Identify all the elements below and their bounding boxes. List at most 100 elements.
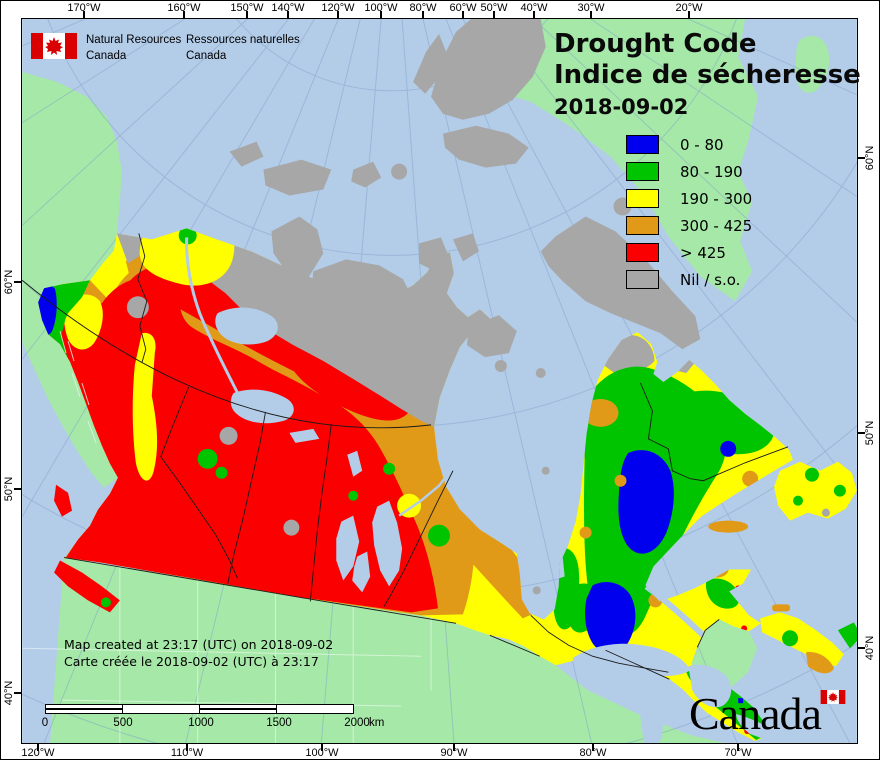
- frame-tick-top: [688, 11, 690, 18]
- lon-label-bottom: 100°W: [305, 747, 339, 759]
- frame-tick-left: [14, 692, 21, 694]
- scale-tick-label: 500: [113, 717, 133, 729]
- title-english: Drought Code: [554, 29, 757, 59]
- frame-tick-bottom: [737, 744, 739, 751]
- lat-label-left: 60°N: [3, 269, 15, 295]
- frame-tick-top: [462, 11, 464, 18]
- lon-label-top: 150°W: [230, 2, 264, 14]
- frame-tick-right: [858, 157, 865, 159]
- frame-tick-bottom: [453, 744, 455, 751]
- legend-label: 0 - 80: [680, 135, 724, 154]
- legend-swatch: [626, 162, 659, 181]
- lon-label-bottom: 90°W: [440, 747, 468, 759]
- logo-fr-line2: Canada: [186, 50, 227, 62]
- lon-label-bottom: 110°W: [170, 747, 204, 759]
- frame-tick-bottom: [592, 744, 594, 751]
- map-frame: [21, 18, 858, 744]
- frame-tick-top: [590, 11, 592, 18]
- legend-row: 80 - 190: [626, 162, 752, 181]
- greenland: [468, 19, 759, 302]
- credits-french: Carte créée le 2018-09-02 (UTC) à 23:17: [64, 654, 319, 669]
- great-lakes: [572, 643, 808, 743]
- scale-segment: [122, 704, 200, 714]
- legend-row: 190 - 300: [626, 189, 752, 208]
- legend-swatch: [626, 243, 659, 262]
- logo-text-english: Natural Resources Canada: [86, 32, 181, 64]
- glacier-texture: [59, 331, 97, 443]
- lat-label-right: 60°N: [864, 145, 876, 171]
- lon-label-bottom: 70°W: [724, 747, 752, 759]
- logo-text-french: Ressources naturelles Canada: [186, 32, 300, 64]
- frame-tick-top: [533, 11, 535, 18]
- canada-wordmark: Canada: [689, 688, 822, 739]
- lon-label-top: 30°W: [577, 2, 605, 14]
- lat-label-right: 50°N: [864, 420, 876, 446]
- map-credits: Map created at 23:17 (UTC) on 2018-09-02…: [64, 636, 333, 670]
- legend-label: 300 - 425: [680, 216, 753, 235]
- legend-swatch: [626, 189, 659, 208]
- scale-bar: [45, 704, 354, 714]
- lon-label-top: 80°W: [409, 2, 437, 14]
- nova-scotia: [760, 612, 844, 667]
- frame-tick-bottom: [37, 744, 39, 751]
- legend-row: > 425: [626, 243, 752, 262]
- iceland: [795, 35, 830, 93]
- lon-label-top: 160°W: [167, 2, 201, 14]
- frame-tick-right: [858, 432, 865, 434]
- province-borders: [22, 233, 789, 680]
- title-date: 2018-09-02: [554, 95, 689, 119]
- frame-tick-left: [14, 281, 21, 283]
- legend-label: Nil / s.o.: [680, 270, 741, 289]
- newfoundland: [774, 461, 857, 521]
- frame-tick-bottom: [186, 744, 188, 751]
- canada-drought-raster: [38, 228, 794, 742]
- logo-en-line2: Canada: [86, 50, 127, 62]
- lon-label-bottom: 80°W: [579, 747, 607, 759]
- scale-segment: [276, 704, 354, 714]
- scale-segment: [45, 704, 123, 714]
- frame-tick-right: [858, 647, 865, 649]
- legend-label: > 425: [680, 243, 726, 262]
- cape-breton: [837, 622, 857, 649]
- legend-label: 80 - 190: [680, 162, 743, 181]
- lat-label-left: 50°N: [3, 476, 15, 502]
- us-state-borders: [22, 566, 432, 743]
- frame-tick-top: [422, 11, 424, 18]
- lat-label-right: 40°N: [864, 635, 876, 661]
- pei: [772, 604, 791, 612]
- lon-label-top: 20°W: [675, 2, 703, 14]
- logo-en-line1: Natural Resources: [86, 34, 182, 46]
- frame-tick-top: [183, 11, 185, 18]
- lat-label-left: 40°N: [3, 680, 15, 706]
- haida-gwaii: [54, 484, 73, 517]
- lon-label-top: 170°W: [67, 2, 101, 14]
- anticosti-island: [708, 520, 749, 533]
- legend-row: 300 - 425: [626, 216, 752, 235]
- legend-row: 0 - 80: [626, 135, 752, 154]
- title-french: Indice de sécheresse: [554, 60, 861, 90]
- scale-segment: [199, 704, 277, 714]
- lon-label-top: 60°W: [449, 2, 477, 14]
- lon-label-top: 140°W: [271, 2, 305, 14]
- scale-tick-label: 1000: [188, 717, 214, 729]
- frame-tick-top: [380, 11, 382, 18]
- legend-swatch: [626, 270, 659, 289]
- scale-tick-label: 2000: [344, 717, 370, 729]
- credits-english: Map created at 23:17 (UTC) on 2018-09-02: [64, 637, 334, 652]
- coastal-islands: [54, 461, 857, 674]
- frame-tick-left: [14, 488, 21, 490]
- legend: 0 - 80 80 - 190 190 - 300 300 - 425 > 425 Nil…: [626, 135, 752, 297]
- legend-row: Nil / s.o.: [626, 270, 752, 289]
- canada-flag-icon: [31, 33, 77, 59]
- scale-tick-label: 0: [41, 717, 49, 729]
- lon-label-top: 120°W: [321, 2, 355, 14]
- frame-tick-bottom: [321, 744, 323, 751]
- scale-unit-label: km: [369, 717, 385, 729]
- frame-tick-top: [493, 11, 495, 18]
- foreign-land: [22, 19, 830, 743]
- lon-label-top: 40°W: [520, 2, 548, 14]
- frame-tick-top: [83, 11, 85, 18]
- usa-landmass: [50, 557, 726, 743]
- arctic-islands: [229, 19, 701, 595]
